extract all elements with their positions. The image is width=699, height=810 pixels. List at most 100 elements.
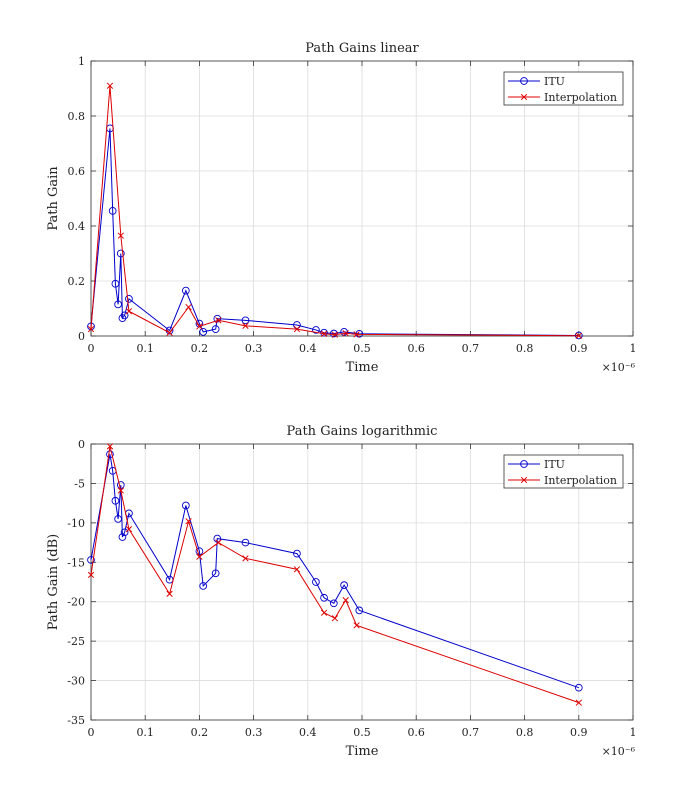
data-point-circle (241, 316, 250, 325)
data-point-x (185, 518, 192, 525)
data-point-x (342, 330, 349, 337)
data-point-x (293, 566, 301, 573)
x-axis-multiplier: ×10⁻⁶ (602, 745, 636, 758)
chart-panel-2: 0 0.1 0.2 0.3 0.4 0.5 0.6 0.7 0.8 0.9 1 0 -5 -10 -15 -2… (46, 424, 637, 759)
data-point-circle (293, 321, 301, 329)
x-tick-label: 0.7 (462, 342, 480, 355)
data-point-x (87, 571, 95, 579)
legend-marker-x (520, 476, 528, 484)
data-point-x (342, 596, 349, 604)
x-tick-label: 0 (88, 342, 95, 355)
series-itu (87, 450, 583, 692)
chart-title: Path Gains logarithmic (287, 424, 438, 439)
x-tick-label: 1 (630, 726, 637, 739)
x-tick-label: 0 (88, 726, 95, 739)
x-tick-label: 0.8 (516, 342, 534, 355)
y-tick-label: 0.4 (68, 220, 86, 233)
x-tick-label: 0.1 (136, 342, 154, 355)
data-point-circle (320, 328, 328, 337)
data-point-circle (120, 311, 129, 320)
data-point-circle (118, 533, 127, 541)
data-point-circle (114, 300, 122, 309)
data-point-x (196, 323, 203, 330)
x-axis-multiplier: ×10⁻⁶ (602, 361, 636, 374)
legend-label: ITU (544, 458, 565, 471)
data-point-circle (182, 286, 190, 295)
data-point-circle (312, 578, 320, 586)
x-tick-label: 0.3 (245, 726, 263, 739)
series-interpolation (87, 443, 582, 706)
data-point-x (331, 331, 339, 338)
data-point-x (125, 308, 133, 315)
y-tick-label: -10 (67, 517, 85, 530)
x-tick-label: 0.1 (136, 726, 154, 739)
y-tick-label: -25 (67, 635, 85, 648)
y-tick-label: -30 (67, 675, 85, 688)
y-tick-label: -5 (74, 477, 85, 490)
x-tick-label: 0.8 (516, 726, 534, 739)
y-tick-label: 1 (78, 55, 85, 68)
data-point-x (106, 82, 114, 89)
data-point-circle (111, 279, 120, 288)
x-tick-label: 0.4 (299, 726, 317, 739)
y-axis-label: Path Gain (dB) (46, 534, 61, 630)
data-point-x (117, 232, 124, 239)
x-tick-label: 1 (630, 342, 637, 355)
data-point-circle (182, 501, 190, 510)
y-tick-label: -15 (67, 556, 85, 569)
y-tick-label: 0.2 (68, 275, 86, 288)
data-point-x (87, 325, 95, 333)
data-point-circle (111, 496, 120, 505)
data-point-x (215, 317, 222, 324)
y-tick-label: 0.6 (68, 165, 86, 178)
data-point-circle (211, 569, 220, 578)
legend-label: ITU (544, 75, 565, 88)
data-point-circle (116, 249, 125, 258)
legend-marker-x (520, 93, 528, 101)
data-point-circle (293, 549, 301, 558)
data-point-circle (312, 326, 320, 334)
data-point-x (215, 539, 222, 546)
data-point-x (575, 332, 582, 339)
data-point-circle (106, 450, 114, 459)
legend: ITU Interpolation (503, 454, 624, 489)
legend-label: Interpolation (544, 474, 617, 487)
x-tick-label: 0.3 (245, 342, 263, 355)
data-point-x (353, 331, 360, 338)
data-point-x (125, 526, 133, 533)
data-point-x (320, 609, 328, 616)
data-point-circle (340, 581, 348, 590)
legend-marker-circle (520, 460, 528, 468)
data-point-circle (195, 547, 204, 556)
data-point-circle (125, 295, 133, 303)
data-point-x (166, 590, 173, 597)
y-tick-label: 0.8 (68, 110, 86, 123)
data-point-circle (320, 593, 328, 602)
data-point-x (575, 699, 582, 706)
data-point-x (117, 487, 124, 494)
x-axis-label: Time (346, 744, 379, 759)
data-point-x (106, 443, 114, 450)
data-point-circle (108, 207, 117, 215)
data-point-x (331, 615, 339, 622)
x-axis-label: Time (346, 360, 379, 375)
y-tick-label: -20 (67, 596, 85, 609)
data-point-circle (120, 528, 129, 537)
x-tick-label: 0.2 (191, 726, 209, 739)
x-tick-label: 0.6 (407, 342, 425, 355)
data-point-circle (355, 606, 364, 615)
data-point-x (242, 322, 249, 329)
legend-label: Interpolation (544, 91, 617, 104)
data-point-circle (329, 329, 338, 338)
data-point-x (185, 303, 192, 311)
x-tick-label: 0.4 (299, 342, 317, 355)
x-tick-label: 0.7 (462, 726, 480, 739)
data-point-circle (199, 328, 208, 336)
legend: ITU Interpolation (503, 71, 624, 106)
series-interpolation (87, 82, 582, 339)
x-tick-label: 0.2 (191, 342, 209, 355)
data-point-circle (241, 538, 250, 547)
data-point-circle (199, 582, 208, 590)
data-point-x (353, 622, 360, 629)
x-tick-label: 0.9 (570, 726, 588, 739)
